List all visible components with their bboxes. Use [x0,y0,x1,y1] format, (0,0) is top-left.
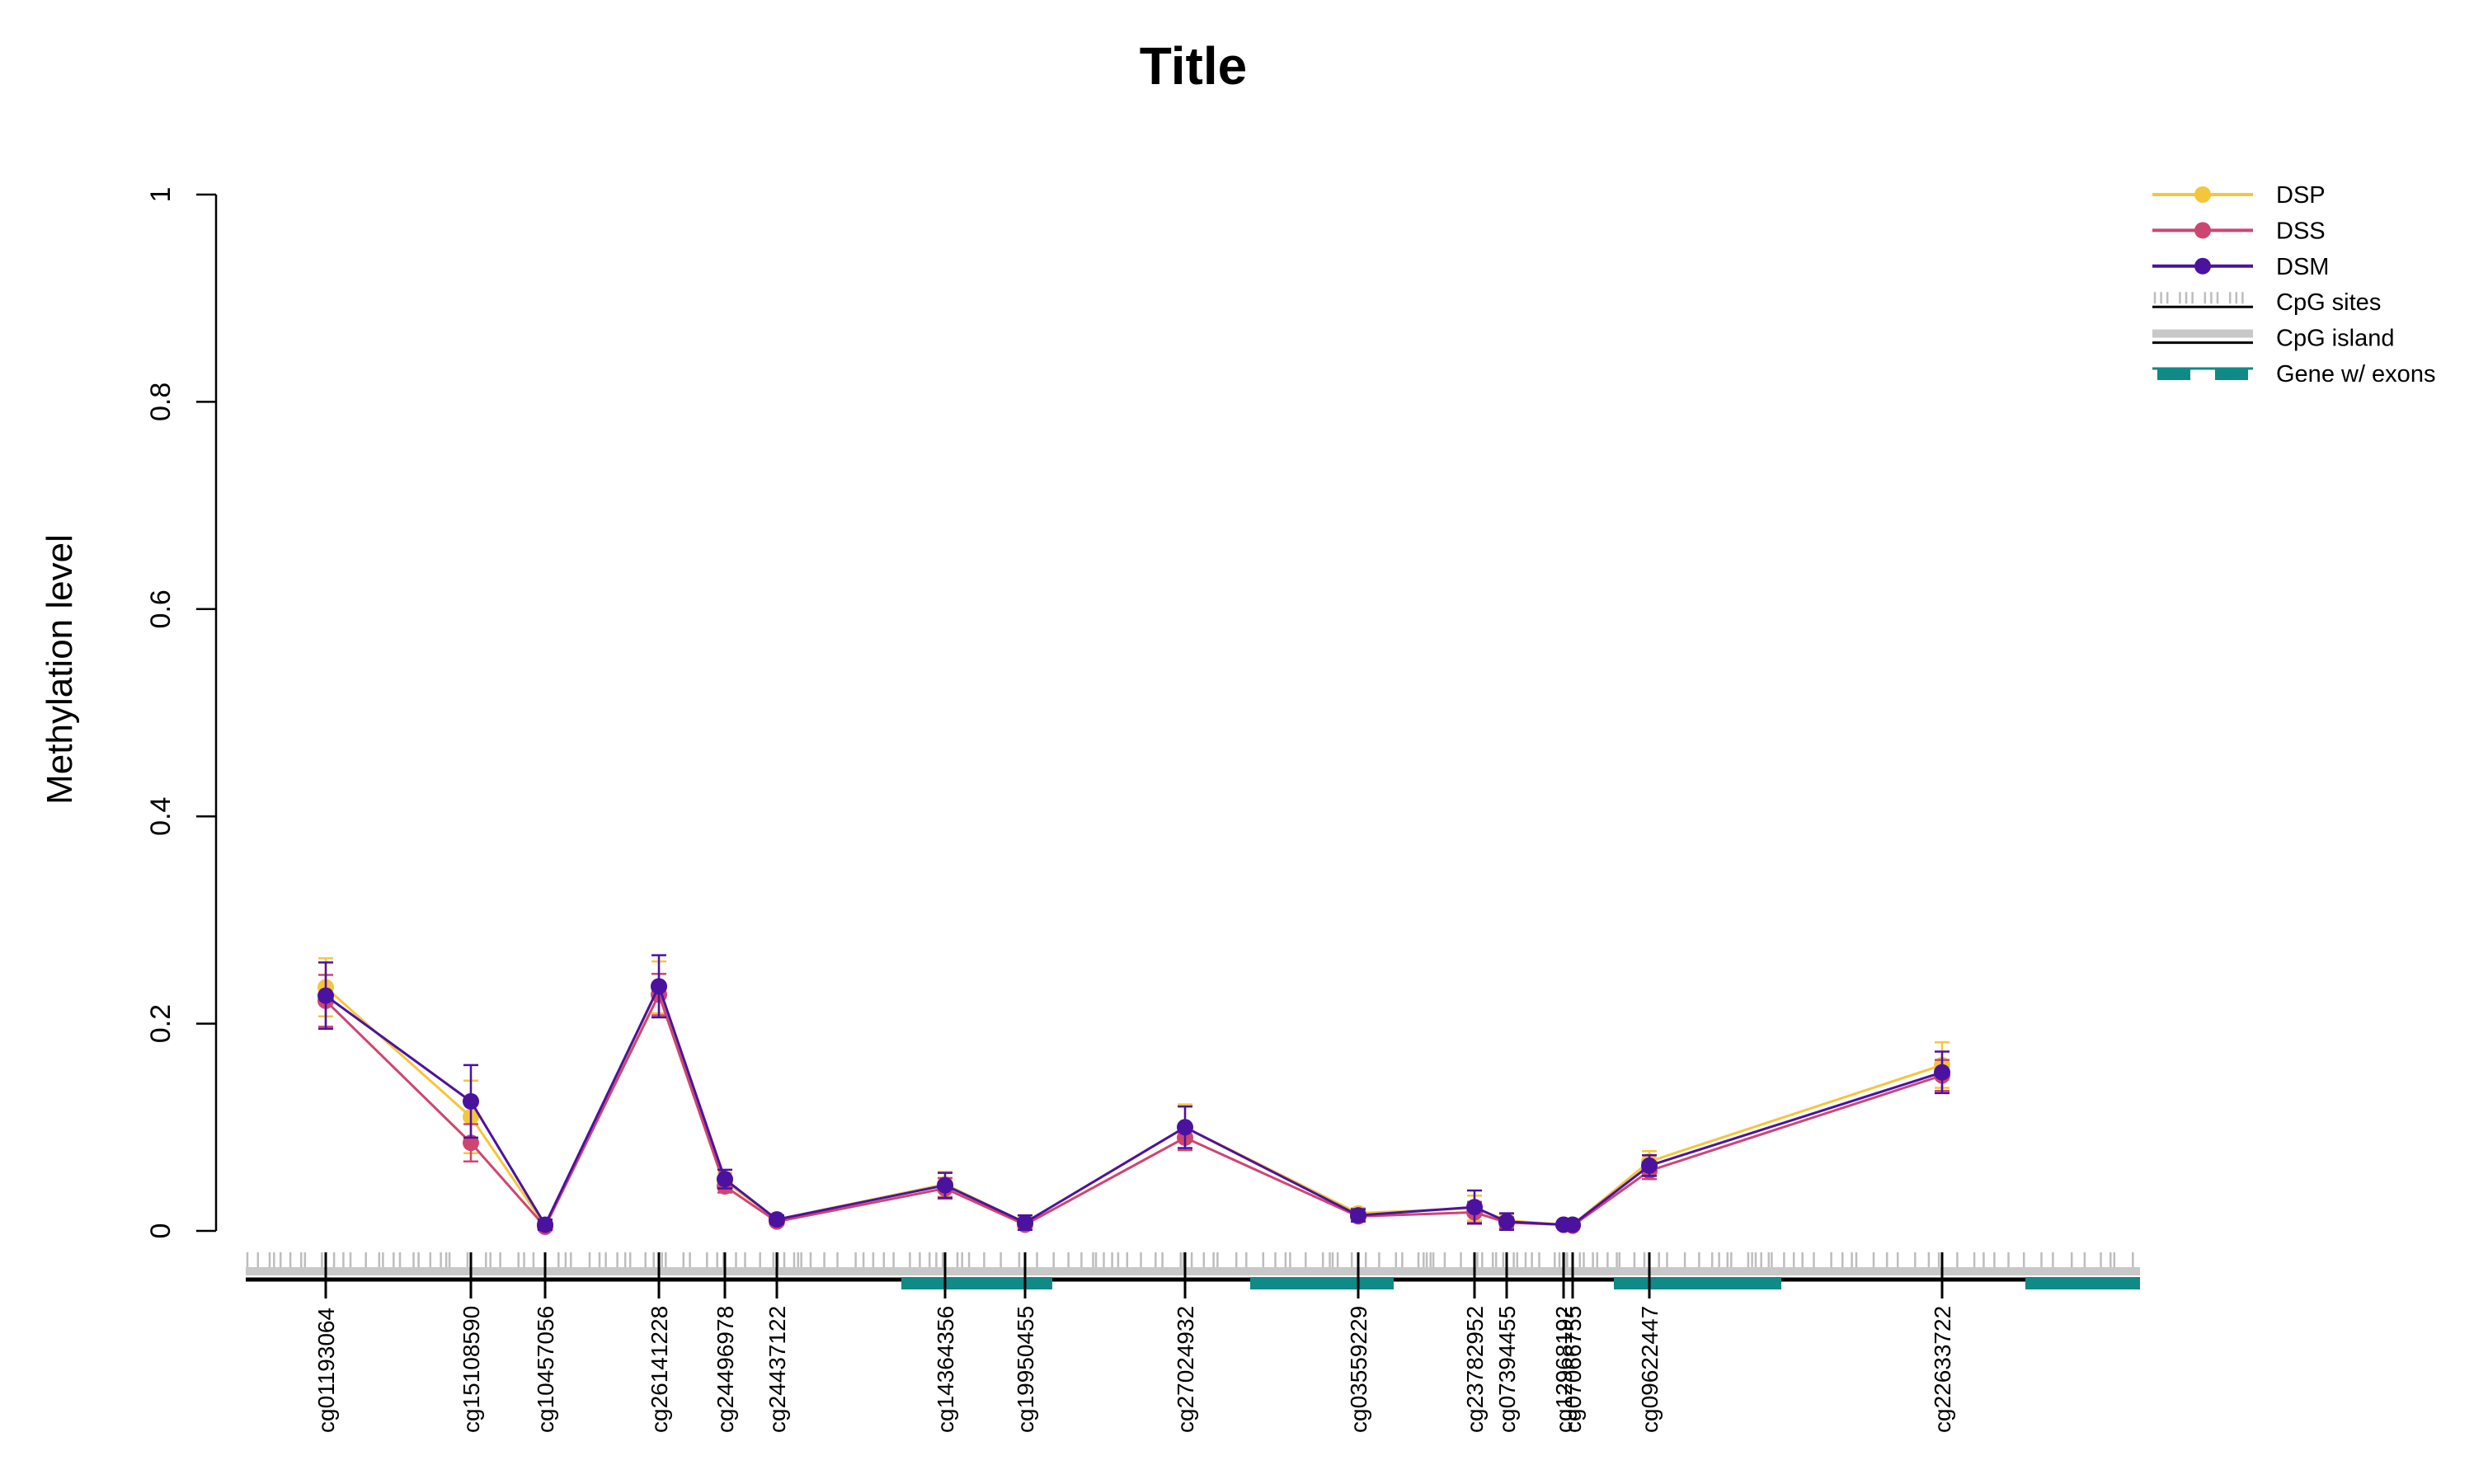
probe-label: cg23782952 [1462,1306,1488,1433]
y-axis: 0 0.2 0.4 0.6 0.8 1 [145,187,218,1239]
data-point [717,1171,733,1188]
data-point [651,978,667,995]
legend-label: CpG sites [2276,289,2381,316]
gene-exon [1250,1277,1394,1289]
gene-exon [2025,1277,2140,1289]
data-point [1350,1207,1366,1224]
series-line [325,984,1943,1228]
data-point [1466,1199,1483,1216]
legend-item-gene-w-exons: Gene w/ exons [2152,361,2435,387]
data-point [463,1092,479,1110]
series-line [325,983,1943,1228]
y-tick-label: 1 [145,187,176,203]
legend-item-cpg-sites: CpG sites [2152,289,2381,316]
gene-exon [901,1277,1052,1289]
series-dss [317,973,1950,1235]
data-point [1934,1064,1950,1081]
probe-label: cg22633722 [1930,1306,1955,1433]
data-point [1641,1157,1658,1174]
data-point [1498,1213,1515,1230]
y-tick-label: 0.2 [145,1004,176,1043]
probe-label: cg19950455 [1013,1306,1038,1433]
series-dsm [317,954,1950,1233]
probe-label: cg09622447 [1637,1306,1663,1433]
probe-label: cg07066755 [1560,1306,1586,1433]
series-line [324,991,1943,1229]
data-point [537,1216,553,1233]
legend-label: DSM [2276,254,2329,280]
legend-marker [2194,222,2211,239]
probe-label: cg10457056 [533,1306,558,1433]
data-point [1564,1216,1581,1233]
cpg-site-marks [246,1252,2134,1267]
data-point [1017,1214,1033,1231]
cpg-sites-track [246,1252,2134,1267]
legend-marker [2194,257,2211,275]
probe-label: cg14364356 [933,1306,958,1433]
y-tick-label: 0 [145,1223,176,1239]
probe-label: cg27024932 [1173,1306,1198,1433]
y-tick-label: 0.4 [145,797,176,836]
genomic-tracks [246,1252,2140,1289]
legend-item-dss: DSS [2152,218,2326,244]
probe-label: cg03559229 [1346,1306,1371,1433]
probe-label: cg24437122 [764,1306,790,1433]
probe-label: cg24496978 [713,1306,738,1433]
data-point [769,1211,785,1228]
legend-label: CpG island [2276,326,2394,352]
legend-cpg-island-bar [2152,329,2253,338]
legend-cpg-sites-marks [2153,292,2244,304]
y-tick-label: 0.8 [145,383,176,421]
probe-label: cg26141228 [647,1306,672,1433]
probe-ticks: cg01193064 cg15108590 cg10457056 cg26141228… [313,1252,1955,1433]
legend-label: Gene w/ exons [2276,361,2435,387]
legend-item-cpg-island: CpG island [2152,326,2394,352]
probe-label: cg01193064 [313,1308,339,1433]
y-tick-label: 0.6 [145,589,176,628]
probe-label: cg07394455 [1494,1306,1520,1433]
legend-item-dsp: DSP [2152,182,2326,209]
data-point [317,987,334,1004]
legend-exon [2157,369,2190,380]
probe-label: cg15108590 [459,1306,484,1433]
legend-item-dsm: DSM [2152,254,2329,280]
chart-title: Title [1140,36,1247,96]
legend-exon [2215,369,2248,380]
data-point [1177,1119,1193,1136]
legend-marker [2194,186,2211,203]
cpg-island-bar [246,1267,2140,1275]
y-axis-label: Methylation level [40,534,80,805]
legend-label: DSP [2276,182,2326,209]
legend-label: DSS [2276,218,2326,244]
legend: DSP DSS DSM CpG sites CpG island Gene w/ exon… [2152,182,2435,387]
gene-exon [1614,1277,1781,1289]
data-point [937,1176,953,1194]
probe-label: cg12968192 [1551,1306,1577,1433]
series-layer [317,954,1950,1235]
data-point [463,1134,479,1152]
